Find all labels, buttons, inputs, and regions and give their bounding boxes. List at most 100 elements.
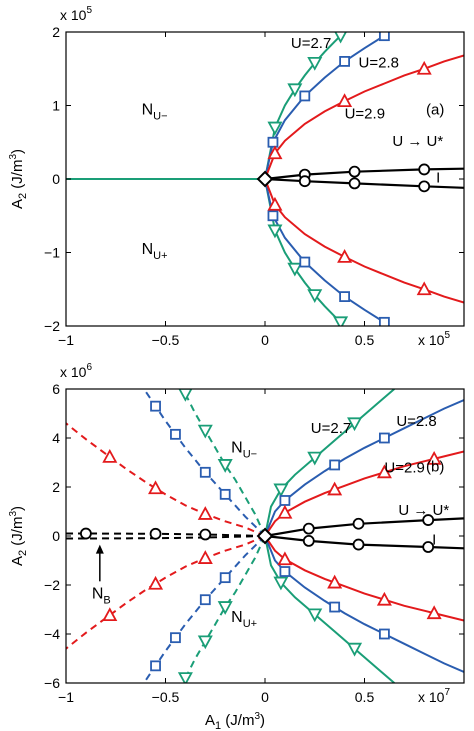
series-line-black-7 xyxy=(264,177,464,189)
y-axis-label: A2 (J/m3) xyxy=(8,506,29,566)
data-point-black-14-1 xyxy=(149,527,162,540)
data-point-blue-3-2 xyxy=(339,291,351,303)
data-point-red-4-2 xyxy=(376,464,392,479)
x-tick-label: −1 xyxy=(58,332,74,348)
data-point-red-5-2 xyxy=(416,281,432,296)
data-point-blue-2-0 xyxy=(279,495,291,506)
data-point-green-0-2 xyxy=(307,56,323,71)
series-annotation: U=2.9 xyxy=(384,459,424,476)
plot-area xyxy=(66,32,464,326)
x-tick-label: −1 xyxy=(58,689,74,705)
y-axis-label: A2 (J/m3) xyxy=(8,149,29,209)
data-point-green-8-2 xyxy=(178,389,193,402)
series-line-black-14 xyxy=(66,532,266,537)
series-line-green-9 xyxy=(184,535,266,679)
data-point-blue-2-3 xyxy=(378,32,390,42)
series-annotation: I xyxy=(436,170,440,187)
series-annotation: U → U* xyxy=(392,133,443,150)
data-point-black-6-2 xyxy=(418,163,431,176)
data-point-red-4-0 xyxy=(277,504,293,519)
data-point-green-1-0 xyxy=(267,224,283,239)
data-point-red-5-0 xyxy=(267,196,283,211)
data-point-red-12-1 xyxy=(148,480,164,495)
data-point-black-14-0 xyxy=(199,528,212,541)
data-point-black-7-1 xyxy=(348,177,361,190)
data-point-red-13-1 xyxy=(148,575,164,590)
data-point-red-5-1 xyxy=(337,249,353,263)
data-point-green-0-0 xyxy=(273,483,289,498)
x-tick-label: 0.5 xyxy=(355,689,375,705)
chart-panel-b: −1 −0.5 0 0.5 −6 −4 −2 0 2 4 6x 106 x 107 A2 (J/m3) A… xyxy=(8,362,465,731)
x-axis-label: A1 (J/m3) xyxy=(205,711,265,731)
y-tick-label: −1 xyxy=(44,245,60,261)
data-point-blue-2-2 xyxy=(339,56,351,67)
data-point-black-14-2 xyxy=(80,527,92,540)
data-point-blue-3-3 xyxy=(378,316,390,326)
series-annotation: U=2.7 xyxy=(311,420,351,437)
data-point-blue-11-2 xyxy=(170,632,181,644)
data-point-green-9-2 xyxy=(177,672,193,683)
data-point-black-6-1 xyxy=(348,165,361,178)
origin-diamond-marker xyxy=(256,170,274,188)
data-point-blue-11-1 xyxy=(199,594,211,606)
data-point-blue-3-1 xyxy=(329,601,341,613)
y-tick-label: 0 xyxy=(52,171,60,187)
data-point-green-0-0 xyxy=(267,121,283,136)
y-tick-label: −6 xyxy=(44,675,60,691)
series-line-green-1 xyxy=(264,178,342,324)
data-point-green-1-2 xyxy=(307,289,323,304)
data-point-red-4-1 xyxy=(337,93,353,107)
region-label: NU+ xyxy=(231,609,257,630)
series-line-green-0 xyxy=(264,34,342,180)
series-annotation: U=2.8 xyxy=(396,413,436,430)
data-point-blue-2-2 xyxy=(378,432,390,444)
data-point-red-4-0 xyxy=(267,145,283,160)
data-point-green-0-1 xyxy=(287,83,303,98)
data-point-red-5-1 xyxy=(327,574,343,589)
region-label: NU− xyxy=(142,101,168,122)
data-point-black-7-2 xyxy=(418,180,431,193)
series-annotation: U=2.8 xyxy=(359,54,399,71)
data-point-red-5-3 xyxy=(426,605,442,620)
series-line-blue-3 xyxy=(264,535,464,673)
region-label: NU+ xyxy=(142,241,168,262)
data-point-blue-10-1 xyxy=(199,466,211,478)
data-point-green-1-3 xyxy=(333,316,349,326)
series-annotation: U=2.7 xyxy=(291,35,331,52)
data-point-red-13-0 xyxy=(197,550,213,564)
data-point-black-6-1 xyxy=(352,517,365,530)
data-point-blue-3-0 xyxy=(267,210,279,222)
data-point-blue-2-1 xyxy=(299,90,311,102)
data-point-blue-11-3 xyxy=(150,660,161,672)
nb-arrow-head xyxy=(95,544,104,554)
series-line-black-6 xyxy=(264,167,464,181)
region-label: NU− xyxy=(231,440,257,461)
data-point-blue-10-2 xyxy=(170,428,181,440)
data-point-black-6-2 xyxy=(422,514,435,526)
series-annotation: U → U* xyxy=(398,502,449,519)
data-point-blue-10-0 xyxy=(219,488,231,500)
data-point-blue-11-0 xyxy=(219,572,231,584)
data-point-green-8-1 xyxy=(197,424,213,439)
data-point-green-0-1 xyxy=(307,451,323,466)
plot-area xyxy=(66,389,464,683)
data-point-black-7-0 xyxy=(298,175,311,188)
panel-label: (a) xyxy=(426,101,444,118)
series-annotation: U=2.9 xyxy=(345,106,385,123)
data-point-blue-3-0 xyxy=(279,566,291,577)
y-tick-label: 1 xyxy=(52,98,60,114)
y-tick-label: −2 xyxy=(44,577,60,593)
y-tick-label: 0 xyxy=(52,528,60,544)
series-line-blue-3 xyxy=(264,178,385,324)
data-point-blue-2-1 xyxy=(329,459,341,471)
x-tick-label: −0.5 xyxy=(152,689,180,705)
x-tick-label: 0 xyxy=(261,689,269,705)
data-point-green-9-0 xyxy=(217,601,233,615)
panel-label: (b) xyxy=(426,458,444,475)
data-point-black-7-0 xyxy=(302,535,315,547)
data-point-red-5-2 xyxy=(376,591,392,606)
series-line-red-13 xyxy=(66,535,266,650)
y-multiplier: x 105 xyxy=(60,5,92,23)
data-point-red-12-2 xyxy=(102,448,118,463)
